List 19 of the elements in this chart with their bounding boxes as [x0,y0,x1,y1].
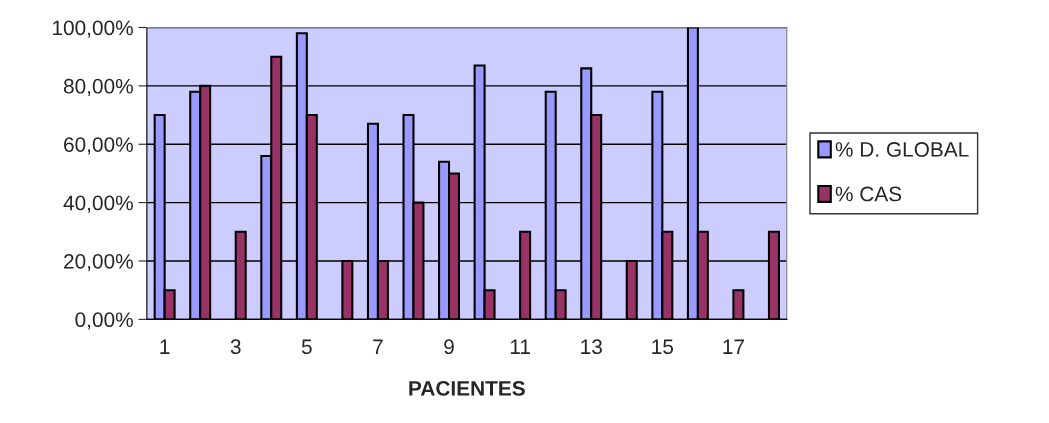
x-tick-label: 3 [230,339,241,355]
x-tick-label: 9 [444,339,454,355]
legend-label: % CAS [835,186,902,202]
x-tick-label: 1 [160,339,170,354]
x-tick-label: 7 [373,339,383,354]
x-tick-label: 11 [510,339,530,354]
y-tick-label: 100,00% [53,20,133,38]
x-tick-label: 15 [652,339,674,355]
y-tick-label: 20,00% [64,253,133,272]
y-tick-label: 60,00% [64,137,133,155]
x-tick-label: 13 [581,339,602,355]
y-tick-label: 0,00% [75,312,133,330]
bar [732,289,745,320]
y-tick-label: 80,00% [63,78,133,97]
x-tick-label: 17 [723,339,744,354]
y-tick-label: 40,00% [63,195,133,213]
x-tick-label: 5 [301,339,312,355]
x-axis-title: PACIENTES [409,381,525,396]
legend-label: % D. GLOBAL [835,142,969,157]
